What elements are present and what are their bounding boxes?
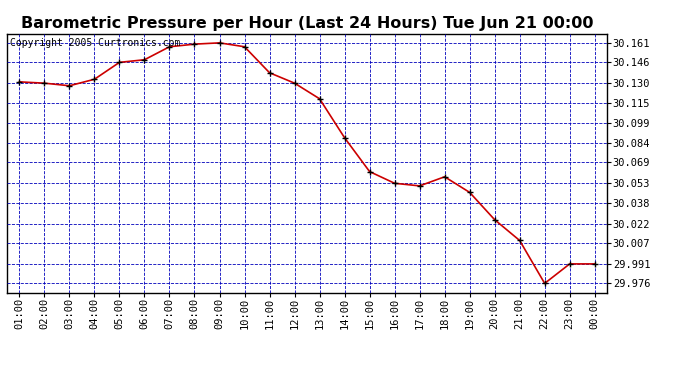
Title: Barometric Pressure per Hour (Last 24 Hours) Tue Jun 21 00:00: Barometric Pressure per Hour (Last 24 Ho…	[21, 16, 593, 31]
Text: Copyright 2005 Curtronics.com: Copyright 2005 Curtronics.com	[10, 38, 180, 48]
